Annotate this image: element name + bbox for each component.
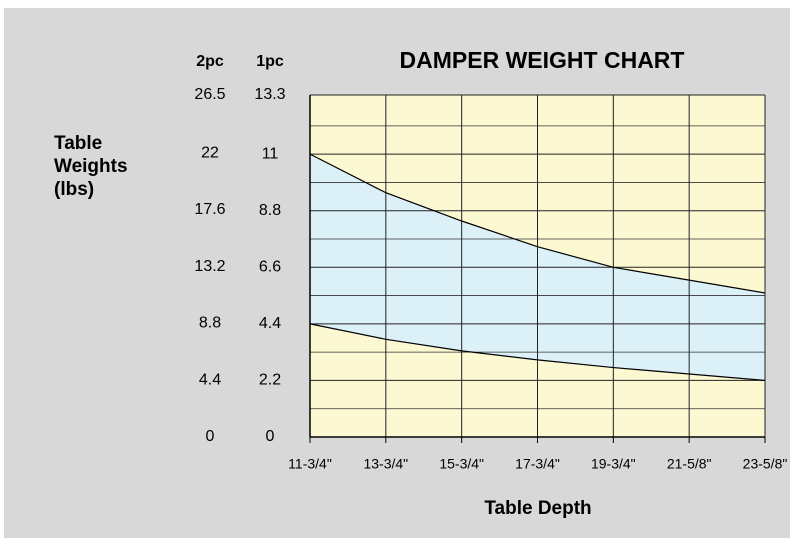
chart-title: DAMPER WEIGHT CHART [400,47,685,73]
y2-tick-label: 13.2 [194,258,225,275]
band-edge-line [309,323,766,382]
y-tick-label: 8.8 [259,202,281,219]
y-tick-label: 4.4 [259,315,281,332]
y-axis-label: 1pc [256,53,284,70]
y2-tick-label: 22 [201,144,219,161]
x-tick-label: 17-3/4" [515,456,560,472]
y2-tick-label: 4.4 [199,371,221,388]
y2-tick-label: 8.8 [199,315,221,332]
y-tick-label: 13.3 [254,86,285,103]
x-tick-label: 19-3/4" [591,456,636,472]
x-axis-title: Table Depth [484,498,591,519]
y2-tick-label: 0 [206,428,215,445]
y2-tick-label: 26.5 [194,86,225,103]
y-tick-label: 0 [266,428,275,445]
y-tick-label: 11 [262,145,279,162]
y2-tick-label: 17.6 [194,201,225,218]
x-tick-label: 15-3/4" [439,456,484,472]
x-tick-label: 21-5/8" [667,456,712,472]
x-tick-label: 11-3/4" [288,456,332,472]
y-tick-label: 6.6 [259,259,281,276]
y-tick-label: 2.2 [259,372,281,389]
x-tick-label: 13-3/4" [363,456,408,472]
y2-axis-label: 2pc [196,53,224,70]
x-tick-label: 23-5/8" [743,456,788,472]
band-edge-line [309,153,766,294]
y-axis-title: Table Weights (lbs) [54,133,128,200]
